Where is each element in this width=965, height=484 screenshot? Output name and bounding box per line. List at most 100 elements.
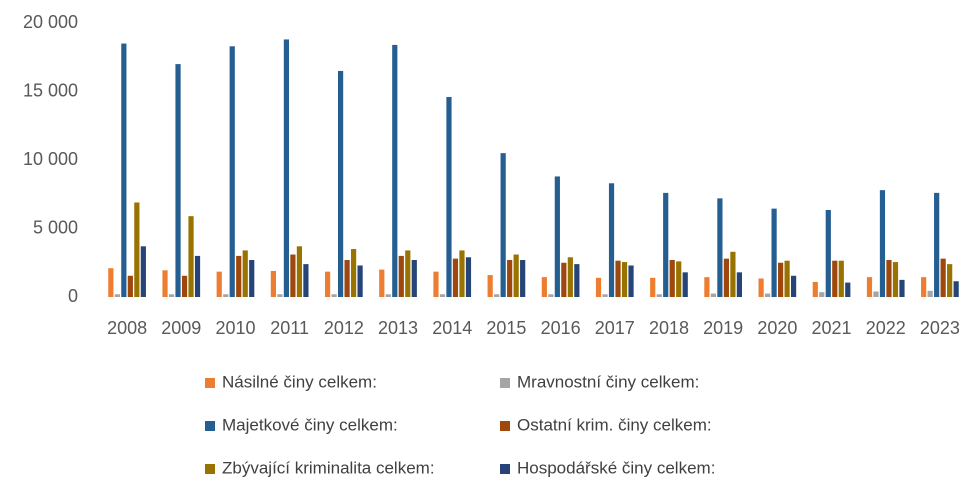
bar	[676, 261, 682, 297]
bar	[704, 277, 710, 297]
bar	[771, 208, 777, 297]
bar	[188, 216, 194, 297]
bar	[608, 183, 615, 297]
bar	[283, 39, 290, 297]
bar	[465, 257, 472, 297]
bar	[433, 271, 439, 297]
bar	[777, 262, 784, 297]
bar	[899, 279, 905, 297]
bar	[236, 255, 242, 297]
x-tick-label: 2022	[866, 318, 906, 338]
bar	[324, 271, 331, 297]
legend-swatch	[205, 464, 215, 474]
x-tick-label: 2017	[595, 318, 635, 338]
bar	[892, 262, 899, 297]
bar	[290, 254, 296, 297]
x-tick-label: 2012	[324, 318, 364, 338]
bar	[446, 96, 452, 297]
bar	[168, 294, 175, 297]
bar	[121, 43, 127, 297]
bar	[574, 264, 580, 297]
bar	[229, 46, 235, 297]
bar	[921, 277, 927, 297]
bar	[812, 281, 818, 297]
bar	[656, 294, 662, 297]
bar	[507, 260, 513, 297]
bar	[567, 257, 573, 297]
bar	[682, 272, 688, 297]
x-tick-label: 2019	[703, 318, 743, 338]
bar	[487, 275, 493, 297]
bar	[162, 270, 168, 297]
bar	[500, 153, 506, 297]
bar	[223, 294, 229, 297]
bar	[127, 275, 133, 297]
bar	[736, 272, 743, 297]
y-tick-label: 20 000	[23, 12, 78, 32]
x-tick-label: 2008	[107, 318, 147, 338]
bar	[717, 198, 723, 297]
bar	[825, 210, 831, 297]
bar	[140, 246, 146, 297]
legend-swatch	[205, 421, 215, 431]
bar	[541, 277, 547, 297]
bar	[459, 250, 465, 297]
bar	[108, 268, 114, 297]
bar	[866, 277, 873, 297]
bar	[331, 294, 337, 297]
bar	[784, 260, 790, 297]
legend-swatch	[500, 421, 510, 431]
bar	[723, 258, 730, 297]
x-tick-label: 2020	[757, 318, 797, 338]
bar	[947, 264, 953, 297]
bar	[357, 265, 363, 297]
legend-label: Mravnostní činy celkem:	[517, 372, 699, 391]
legend-label: Ostatní krim. činy celkem:	[517, 415, 712, 434]
bar	[790, 275, 797, 297]
bar	[194, 255, 201, 297]
bar	[411, 260, 417, 297]
bar	[379, 269, 385, 297]
bar	[385, 294, 391, 297]
bar	[838, 260, 844, 297]
bar	[520, 260, 526, 297]
bar	[927, 290, 933, 297]
bar	[953, 281, 959, 297]
x-tick-label: 2011	[270, 318, 309, 338]
bar	[181, 275, 188, 297]
bar	[405, 250, 411, 297]
bar	[710, 293, 717, 297]
x-tick-label: 2010	[215, 318, 255, 338]
bar	[303, 264, 309, 297]
bar	[650, 277, 656, 297]
bar	[764, 293, 771, 297]
bar	[337, 70, 344, 297]
bar	[615, 260, 621, 297]
bar	[595, 277, 602, 297]
bar	[886, 260, 892, 297]
x-tick-label: 2016	[541, 318, 581, 338]
bar	[554, 176, 560, 297]
bar	[392, 44, 398, 297]
bar	[758, 278, 764, 297]
legend: Násilné činy celkem: Mravnostní činy celk…	[205, 372, 715, 477]
bar	[628, 265, 634, 297]
bar	[548, 294, 554, 297]
bar	[452, 258, 459, 297]
legend-label: Majetkové činy celkem:	[222, 415, 398, 434]
bar	[270, 270, 277, 297]
bar	[730, 251, 736, 297]
legend-swatch	[205, 378, 215, 388]
x-tick-label: 2023	[920, 318, 960, 338]
x-tick-label: 2021	[812, 318, 852, 338]
bar	[934, 192, 940, 297]
bar	[845, 282, 851, 297]
bar	[663, 192, 669, 297]
y-tick-label: 10 000	[23, 149, 78, 169]
bar	[879, 190, 886, 297]
y-tick-label: 15 000	[23, 80, 78, 100]
bar	[513, 254, 519, 297]
bar	[873, 291, 879, 297]
bar	[832, 260, 838, 297]
